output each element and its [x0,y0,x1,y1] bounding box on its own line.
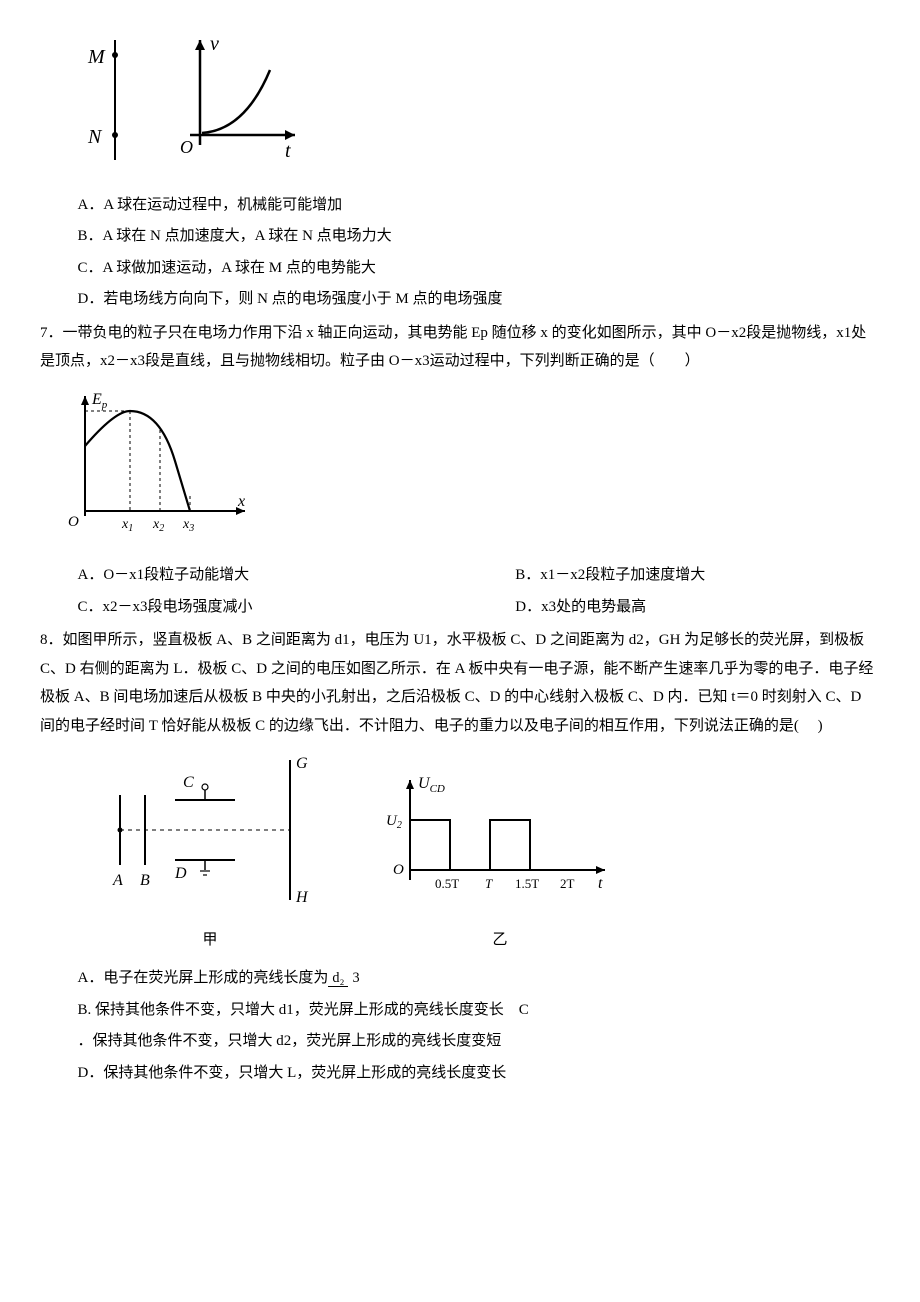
c-label: C [183,774,194,791]
o-label: O [393,862,404,878]
fig8b-caption: 乙 [380,926,620,955]
u2-label: U2 [386,813,402,831]
q7-option-d: D．x3处的电势最高 [515,593,880,622]
x2-label: x2 [152,517,164,534]
q6-option-c: C．A 球做加速运动，A 球在 M 点的电势能大 [40,254,880,283]
q8-option-c: ．保持其他条件不变，只增大 d2，荧光屏上形成的亮线长度变短 [40,1027,880,1056]
d-label: D [174,865,187,882]
x-axis-label: x [237,493,245,510]
origin-label: O [68,514,79,530]
t-axis-label: t [285,140,291,162]
q8-option-d: D．保持其他条件不变，只增大 L，荧光屏上形成的亮线长度变长 [40,1059,880,1088]
q6-option-a: A．A 球在运动过程中，机械能可能增加 [40,191,880,220]
q8-option-a: A．电子在荧光屏上形成的亮线长度为d₂3 [40,964,880,993]
a-label: A [112,872,123,889]
v-axis-label: v [210,33,219,55]
q6-figure: M N v t O [60,30,880,181]
tick-15t: 1.5T [515,876,539,891]
q8-stem: 8．如图甲所示，竖直极板 A、B 之间距离为 d1，电压为 U1，水平极板 C、… [40,626,880,740]
q7-options-row1: A．O－x1段粒子动能增大 B．x1－x2段粒子加速度增大 [40,561,880,590]
q6-option-b: B．A 球在 N 点加速度大，A 球在 N 点电场力大 [40,222,880,251]
m-label: M [87,46,106,68]
tick-05t: 0.5T [435,876,459,891]
q7-stem: 7．一带负电的粒子只在电场力作用下沿 x 轴正向运动，其电势能 Ep 随位移 x… [40,319,880,376]
q7-figure: Ep x O x1 x2 x3 [60,386,880,552]
b-label: B [140,872,150,889]
t-label: t [598,875,603,892]
q8-figure: A B C D G H 甲 [100,750,880,954]
origin-label: O [180,137,193,157]
g-label: G [296,755,308,772]
fig8a-caption: 甲 [100,926,320,955]
tick-2t: 2T [560,876,575,891]
q8-option-b: B. 保持其他条件不变，只增大 d1，荧光屏上形成的亮线长度变长 C [40,996,880,1025]
ucd-label: UCD [418,775,445,795]
tick-t: T [485,876,493,891]
ep-label: Ep [91,391,108,411]
q7-option-b: B．x1－x2段粒子加速度增大 [515,561,880,590]
q7-option-c: C．x2－x3段电场强度减小 [78,593,516,622]
x1-label: x1 [121,517,133,534]
n-label: N [87,126,103,148]
q7-option-a: A．O－x1段粒子动能增大 [78,561,516,590]
x3-label: x3 [182,517,194,534]
q7-options-row2: C．x2－x3段电场强度减小 D．x3处的电势最高 [40,593,880,622]
h-label: H [295,889,309,906]
q6-option-d: D．若电场线方向向下，则 N 点的电场强度小于 M 点的电场强度 [40,285,880,314]
